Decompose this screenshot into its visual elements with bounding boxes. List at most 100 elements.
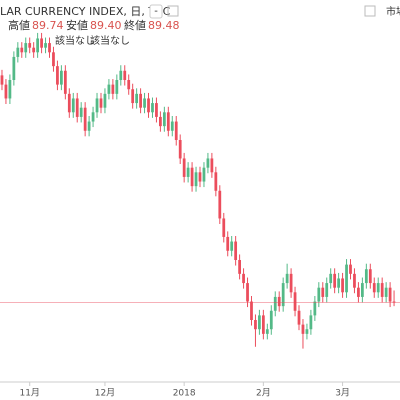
candle-body [226,236,230,251]
candle-body [119,70,123,80]
candle-body [0,75,4,85]
candle-body [392,301,396,303]
candle-body [127,80,131,90]
candle-body [170,121,174,131]
candle-body [273,296,277,311]
candle-body [333,273,337,288]
candle-body [214,172,218,191]
candle-body [269,310,273,330]
candle-body [202,167,206,182]
candle-body [309,315,313,330]
candle-body [20,47,24,53]
candle-body [329,273,333,284]
candle-body [32,47,36,53]
candle-body [151,103,154,113]
market-status[interactable]: 市場 [386,5,400,18]
candle-body [36,38,40,53]
candle-body [384,287,388,297]
candle-body [162,112,166,127]
candle-body [67,93,71,113]
candle-body [190,167,194,187]
x-tick-label: 3月 [335,388,350,399]
ohlc-header: 高値 89.74 安値 89.40 終値 89.48 [8,18,180,32]
indicator-status: 該当なし [90,34,130,47]
candle-body [135,93,139,104]
candle-body [123,70,127,80]
candle-body [79,107,83,117]
candle-body [364,269,368,284]
candle-body [111,84,115,94]
candle-body [178,140,182,159]
candle-body [376,283,380,293]
candle-body [234,241,238,260]
symbol-title: LAR CURRENCY INDEX, 日, TVC [0,5,171,18]
candle-body [40,38,43,48]
collapse-button[interactable] [149,4,163,19]
candle-body [218,190,222,219]
ohlc-label: 安値 [66,18,88,32]
collapse-label[interactable]: - [154,6,158,17]
candle-body [166,112,170,131]
candle-body [345,264,348,293]
candle-body [159,116,162,127]
candle-body [317,287,321,302]
candle-body [206,158,210,168]
candle-body [44,43,47,48]
candle-body [63,70,67,94]
candle-body [75,98,79,117]
candle-body [198,172,202,182]
candle-body [8,80,12,99]
candle-body [52,52,55,67]
candle-body [99,98,103,108]
candle-body [182,158,186,177]
candle-body [388,287,392,302]
plot [0,32,400,349]
candle-body [147,98,150,113]
ohlc-value: 89.40 [90,19,122,32]
settings-icon[interactable] [167,5,179,17]
indicator-status: 該当なし [55,34,95,47]
candle-body [16,47,20,57]
candle-body [48,43,51,53]
candle-body [174,121,178,140]
candle-body [230,241,234,251]
candle-body [107,84,111,94]
candle-body [380,283,384,297]
ohlc-label: 終値 [124,18,146,32]
candle-body [368,269,372,284]
candle-body [301,324,305,334]
candle-body [242,273,245,284]
candle-body [305,329,309,334]
candle-body [246,283,249,302]
candle-body [341,278,344,293]
candle-body [360,283,364,297]
candle-body [349,264,352,274]
candle-body [95,98,99,113]
candle-body [139,93,142,108]
candle-body [337,278,340,288]
candle-body [12,56,16,80]
market-icon[interactable] [364,5,376,17]
candle-body [277,296,281,307]
candle-body [91,112,95,122]
candle-body [210,158,214,173]
candle-body [194,172,198,187]
candle-body [321,287,325,297]
candle-body [372,283,376,293]
ohlc-value: 89.48 [148,19,180,32]
candle-body [71,98,75,113]
candle-body [155,103,158,117]
candle-body [103,93,107,108]
candle-body [87,121,91,131]
candle-body [285,273,289,284]
candle-body [261,315,265,334]
candle-body [238,260,241,274]
x-tick-label: 2月 [256,388,271,399]
x-tick-label: 12月 [95,388,115,399]
candle-body [131,89,135,104]
candle-body [115,80,119,94]
candle-body [28,43,32,48]
